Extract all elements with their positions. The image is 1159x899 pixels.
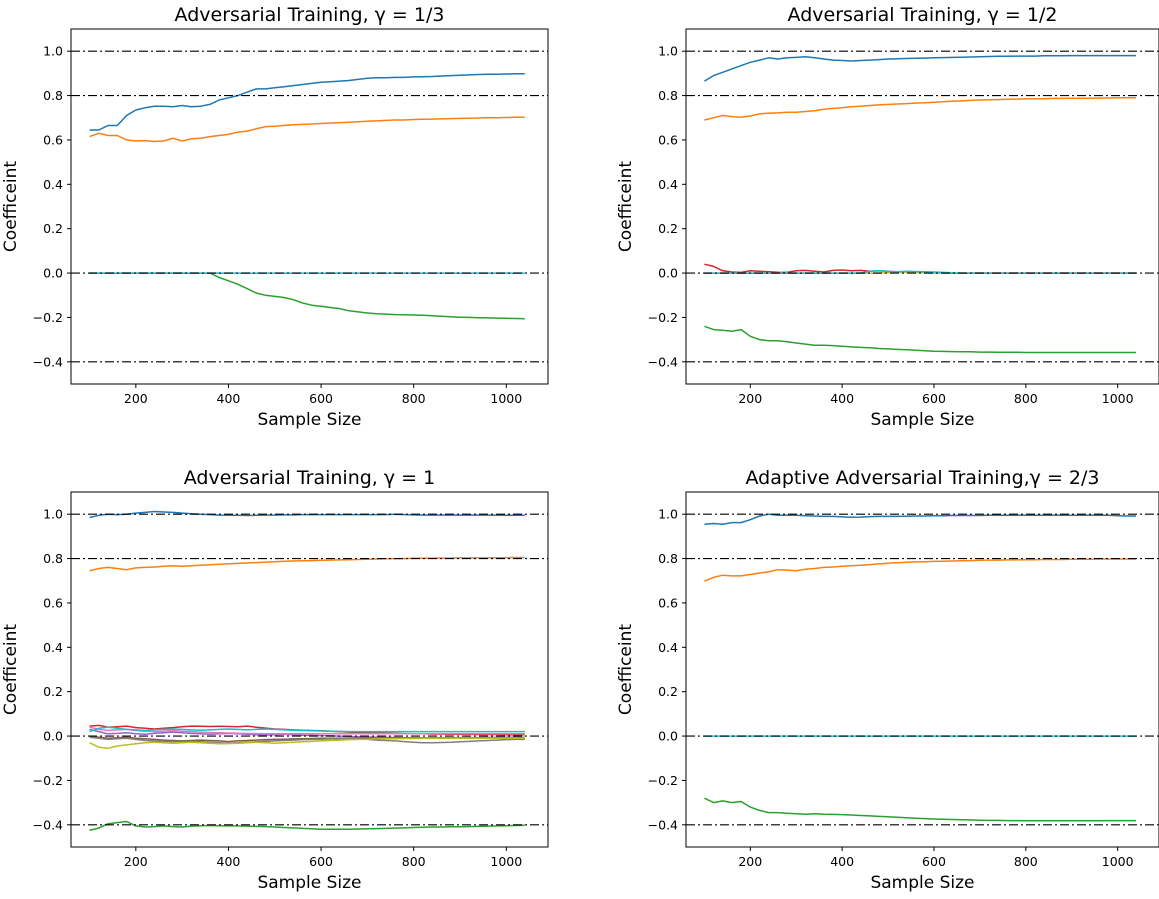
x-tick-label: 800 xyxy=(402,391,426,406)
y-axis-label: Coefficeint xyxy=(616,161,636,252)
x-tick-label: 400 xyxy=(217,854,241,869)
chart-title: Adaptive Adversarial Training,γ = 2/3 xyxy=(745,467,1099,489)
x-tick-label: 1000 xyxy=(490,391,522,406)
x-tick-label: 1000 xyxy=(1102,391,1134,406)
y-tick-label: 0.4 xyxy=(43,640,63,655)
series-line-9 xyxy=(89,726,525,733)
x-tick-label: 200 xyxy=(738,854,762,869)
plot-frame xyxy=(70,491,549,848)
series-line-1 xyxy=(89,116,525,143)
x-axis-label: Sample Size xyxy=(870,410,974,430)
x-tick-label: 1000 xyxy=(1102,854,1134,869)
y-tick-label: 0.8 xyxy=(43,551,63,566)
y-tick-label: 0.2 xyxy=(43,684,63,699)
series-line-1 xyxy=(89,556,525,572)
y-tick-label: −0.4 xyxy=(648,817,678,832)
plot-frame xyxy=(685,28,1159,385)
x-tick-label: 200 xyxy=(124,854,148,869)
chart-title: Adversarial Training, γ = 1/2 xyxy=(788,4,1058,26)
y-tick-label: 0.0 xyxy=(658,266,678,281)
y-tick-label: −0.4 xyxy=(33,354,63,369)
series-line-0 xyxy=(704,54,1136,82)
y-tick-label: 1.0 xyxy=(43,44,63,59)
series-line-1 xyxy=(704,558,1136,582)
x-tick-label: 800 xyxy=(1014,854,1038,869)
series-line-1 xyxy=(704,97,1136,121)
y-tick-label: 1.0 xyxy=(43,507,63,522)
series-line-2 xyxy=(704,325,1136,354)
x-tick-label: 800 xyxy=(1014,391,1038,406)
x-tick-label: 1000 xyxy=(490,854,522,869)
chart-panel-adversarial-gamma-1-2: Adversarial Training, γ = 1/2 Coefficein… xyxy=(616,4,1159,430)
chart-panel-adaptive-gamma-2-3: Adaptive Adversarial Training,γ = 2/3 Co… xyxy=(616,467,1159,893)
x-tick-label: 400 xyxy=(830,854,854,869)
y-tick-label: −0.2 xyxy=(648,310,678,325)
y-tick-label: −0.2 xyxy=(648,773,678,788)
y-tick-label: 0.4 xyxy=(43,177,63,192)
plot-frame xyxy=(70,28,549,385)
chart-title: Adversarial Training, γ = 1/3 xyxy=(175,4,445,26)
chart-panel-adversarial-gamma-1-3: Adversarial Training, γ = 1/3 Coefficein… xyxy=(1,4,549,430)
series-line-2 xyxy=(89,272,525,320)
x-tick-label: 400 xyxy=(830,391,854,406)
y-tick-label: −0.4 xyxy=(33,817,63,832)
x-axis-label: Sample Size xyxy=(257,873,361,893)
y-tick-label: 0.6 xyxy=(43,595,63,610)
x-tick-label: 600 xyxy=(922,854,946,869)
y-tick-label: 0.0 xyxy=(43,729,63,744)
x-tick-label: 800 xyxy=(402,854,426,869)
x-tick-label: 600 xyxy=(309,854,333,869)
y-tick-label: 0.0 xyxy=(658,729,678,744)
y-tick-label: 0.6 xyxy=(658,595,678,610)
x-tick-label: 200 xyxy=(738,391,762,406)
y-tick-label: 0.4 xyxy=(658,640,678,655)
y-tick-label: 0.0 xyxy=(43,266,63,281)
x-tick-label: 600 xyxy=(309,391,333,406)
series-line-6 xyxy=(89,726,525,735)
y-tick-label: 0.6 xyxy=(43,132,63,147)
y-tick-label: 0.6 xyxy=(658,132,678,147)
series-line-7 xyxy=(89,736,525,744)
y-tick-label: 0.4 xyxy=(658,177,678,192)
chart-panel-adversarial-gamma-1: Adversarial Training, γ = 1 Coefficeint … xyxy=(1,467,549,893)
y-tick-label: 1.0 xyxy=(658,507,678,522)
series-line-0 xyxy=(89,73,525,131)
y-tick-label: 0.2 xyxy=(658,221,678,236)
y-axis-label: Coefficeint xyxy=(616,624,636,715)
y-axis-label: Coefficeint xyxy=(1,161,21,252)
chart-title: Adversarial Training, γ = 1 xyxy=(184,467,435,489)
y-tick-label: 0.8 xyxy=(658,551,678,566)
y-tick-label: 0.2 xyxy=(43,221,63,236)
series-line-0 xyxy=(704,513,1136,525)
series-line-8 xyxy=(89,737,525,750)
y-tick-label: 0.8 xyxy=(43,88,63,103)
x-tick-label: 200 xyxy=(124,391,148,406)
series-line-2 xyxy=(89,820,525,832)
y-tick-label: 0.2 xyxy=(658,684,678,699)
x-tick-label: 600 xyxy=(922,391,946,406)
plot-frame xyxy=(685,491,1159,848)
y-tick-label: −0.2 xyxy=(33,773,63,788)
y-axis-label: Coefficeint xyxy=(1,624,21,715)
series-line-2 xyxy=(704,797,1136,822)
y-tick-label: 0.8 xyxy=(658,88,678,103)
x-axis-label: Sample Size xyxy=(257,410,361,430)
y-tick-label: −0.4 xyxy=(648,354,678,369)
x-tick-label: 400 xyxy=(217,391,241,406)
y-tick-label: 1.0 xyxy=(658,44,678,59)
y-tick-label: −0.2 xyxy=(33,310,63,325)
x-axis-label: Sample Size xyxy=(870,873,974,893)
series-line-0 xyxy=(89,510,525,519)
